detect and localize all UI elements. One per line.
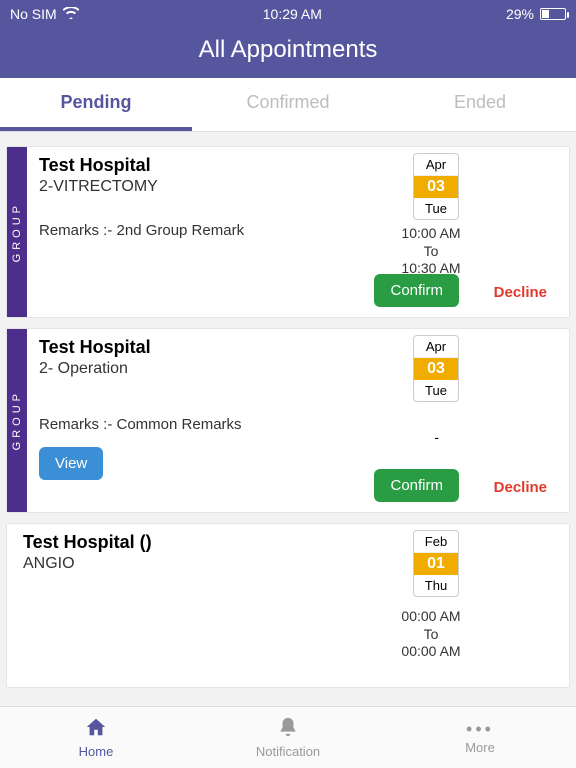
status-time: 10:29 AM xyxy=(263,6,322,22)
tab-pending[interactable]: Pending xyxy=(0,78,192,131)
tab-confirmed[interactable]: Confirmed xyxy=(192,78,384,131)
date-dow: Tue xyxy=(414,380,458,401)
nav-label: Notification xyxy=(256,744,320,759)
date-month: Apr xyxy=(414,154,458,176)
time-block: 00:00 AM To 00:00 AM xyxy=(391,608,471,661)
confirm-button[interactable]: Confirm xyxy=(374,469,459,502)
group-label: GROUP xyxy=(11,202,23,262)
group-label: GROUP xyxy=(11,390,23,450)
date-pill: Apr 03 Tue xyxy=(413,335,459,402)
bottom-nav: Home Notification ••• More xyxy=(0,706,576,768)
procedure-name: ANGIO xyxy=(23,555,557,573)
wifi-icon xyxy=(63,6,79,22)
procedure-name: 2-VITRECTOMY xyxy=(39,178,557,196)
procedure-name: 2- Operation xyxy=(39,360,557,378)
time-block: 10:00 AM To 10:30 AM xyxy=(391,225,471,278)
nav-notification[interactable]: Notification xyxy=(192,707,384,768)
hospital-name: Test Hospital () xyxy=(23,532,557,553)
date-dow: Thu xyxy=(414,575,458,596)
remarks-text: Remarks :- Common Remarks xyxy=(39,416,557,433)
date-month: Apr xyxy=(414,336,458,358)
carrier-text: No SIM xyxy=(10,6,57,22)
battery-percent: 29% xyxy=(506,6,534,22)
tabs: Pending Confirmed Ended xyxy=(0,78,576,132)
date-pill: Apr 03 Tue xyxy=(413,153,459,220)
tab-ended[interactable]: Ended xyxy=(384,78,576,131)
group-indicator: GROUP xyxy=(7,147,27,317)
time-from: 10:00 AM xyxy=(391,225,471,243)
time-from: 00:00 AM xyxy=(391,608,471,626)
date-day: 03 xyxy=(414,358,458,380)
hospital-name: Test Hospital xyxy=(39,337,557,358)
page-title: All Appointments xyxy=(0,28,576,78)
view-button[interactable]: View xyxy=(39,447,103,480)
date-day: 01 xyxy=(414,553,458,575)
appointments-list: GROUP Test Hospital 2-VITRECTOMY Remarks… xyxy=(0,132,576,730)
time-to: 00:00 AM xyxy=(391,643,471,661)
home-icon xyxy=(85,716,107,742)
nav-label: Home xyxy=(79,744,114,759)
date-month: Feb xyxy=(414,531,458,553)
time-to-label: To xyxy=(391,243,471,261)
time-dash: - xyxy=(434,429,439,445)
appointment-card: GROUP Test Hospital 2- Operation Remarks… xyxy=(6,328,570,513)
more-icon: ••• xyxy=(466,720,494,738)
nav-more[interactable]: ••• More xyxy=(384,707,576,768)
battery-icon xyxy=(540,8,566,20)
nav-label: More xyxy=(465,740,495,755)
date-dow: Tue xyxy=(414,198,458,219)
appointment-card: GROUP Test Hospital 2-VITRECTOMY Remarks… xyxy=(6,146,570,318)
nav-home[interactable]: Home xyxy=(0,707,192,768)
hospital-name: Test Hospital xyxy=(39,155,557,176)
status-bar: No SIM 10:29 AM 29% xyxy=(0,0,576,28)
group-indicator: GROUP xyxy=(7,329,27,512)
remarks-text: Remarks :- 2nd Group Remark xyxy=(39,222,557,239)
confirm-button[interactable]: Confirm xyxy=(374,274,459,307)
date-pill: Feb 01 Thu xyxy=(413,530,459,597)
appointment-card: Test Hospital () ANGIO Feb 01 Thu 00:00 … xyxy=(6,523,570,688)
decline-button[interactable]: Decline xyxy=(494,479,547,496)
time-to-label: To xyxy=(391,626,471,644)
bell-icon xyxy=(277,716,299,742)
date-day: 03 xyxy=(414,176,458,198)
decline-button[interactable]: Decline xyxy=(494,284,547,301)
